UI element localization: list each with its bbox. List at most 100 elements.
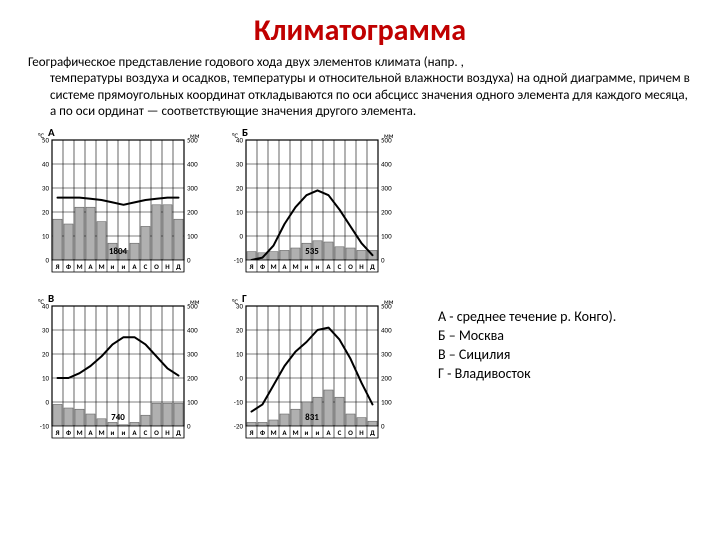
svg-text:С: С	[338, 262, 342, 271]
chart-letter: Г	[242, 292, 247, 305]
svg-text:0: 0	[239, 374, 243, 383]
svg-text:Я: Я	[54, 262, 59, 271]
svg-text:С: С	[144, 262, 148, 271]
svg-text:200: 200	[381, 208, 392, 217]
svg-text:О: О	[348, 262, 353, 271]
svg-text:10: 10	[236, 350, 244, 359]
svg-text:М: М	[270, 428, 276, 437]
chart-a: 010203040500100200300400500ЯФМАМииАСОНД1…	[28, 128, 208, 288]
chart-g: -20-1001020300100200300400500ЯФМАМииАСОН…	[222, 294, 402, 454]
svg-text:и: и	[305, 262, 309, 271]
svg-text:-10: -10	[234, 398, 244, 407]
svg-text:Ф: Ф	[260, 428, 265, 437]
svg-text:831: 831	[305, 412, 319, 423]
svg-text:-20: -20	[234, 422, 244, 431]
svg-text:Ф: Ф	[260, 262, 265, 271]
svg-text:Я: Я	[54, 428, 59, 437]
svg-text:30: 30	[42, 184, 50, 193]
charts-grid: 010203040500100200300400500ЯФМАМииАСОНД1…	[28, 128, 402, 454]
svg-text:Я: Я	[248, 428, 253, 437]
svg-text:и: и	[122, 428, 126, 437]
svg-text:300: 300	[187, 184, 198, 193]
legend: А - среднее течение р. Конго). Б – Москв…	[438, 128, 692, 384]
svg-text:20: 20	[42, 208, 50, 217]
svg-text:°C: °C	[232, 297, 238, 306]
svg-text:°C: °C	[232, 131, 238, 140]
svg-text:10: 10	[42, 232, 50, 241]
svg-text:-10: -10	[40, 422, 50, 431]
svg-text:535: 535	[305, 246, 319, 257]
svg-text:0: 0	[187, 422, 191, 431]
svg-text:30: 30	[42, 326, 50, 335]
legend-v: В – Сицилия	[438, 346, 692, 365]
svg-text:и: и	[122, 262, 126, 271]
svg-text:200: 200	[187, 208, 198, 217]
svg-text:100: 100	[187, 398, 198, 407]
svg-text:20: 20	[42, 350, 50, 359]
svg-text:40: 40	[42, 160, 50, 169]
desc-line1: Географическое представление годового хо…	[28, 55, 464, 70]
desc-rest: температуры воздуха и осадков, температу…	[28, 71, 692, 120]
svg-text:М: М	[76, 262, 82, 271]
svg-text:и: и	[111, 428, 115, 437]
svg-text:Ф: Ф	[66, 262, 71, 271]
legend-a: А - среднее течение р. Конго).	[438, 308, 692, 327]
svg-text:°C: °C	[38, 131, 44, 140]
svg-text:мм: мм	[384, 131, 394, 140]
svg-text:0: 0	[45, 398, 49, 407]
svg-text:Д: Д	[176, 262, 181, 271]
svg-text:и: и	[316, 262, 320, 271]
svg-text:О: О	[154, 262, 159, 271]
svg-text:и: и	[316, 428, 320, 437]
svg-text:0: 0	[187, 256, 191, 265]
svg-text:0: 0	[45, 256, 49, 265]
svg-text:Ф: Ф	[66, 428, 71, 437]
svg-text:200: 200	[187, 374, 198, 383]
svg-text:Н: Н	[359, 428, 364, 437]
svg-text:Н: Н	[359, 262, 364, 271]
description: Географическое представление годового хо…	[28, 55, 692, 120]
svg-text:М: М	[98, 262, 104, 271]
chart-letter: Б	[242, 126, 248, 139]
chart-letter: В	[48, 292, 54, 305]
svg-text:100: 100	[381, 232, 392, 241]
svg-text:0: 0	[381, 422, 385, 431]
svg-text:Д: Д	[370, 262, 375, 271]
page-title: Климатограмма	[28, 12, 692, 49]
svg-text:О: О	[348, 428, 353, 437]
svg-text:мм: мм	[384, 297, 394, 306]
svg-text:М: М	[292, 428, 298, 437]
svg-text:0: 0	[239, 232, 243, 241]
svg-text:мм: мм	[190, 297, 200, 306]
svg-text:200: 200	[381, 374, 392, 383]
svg-text:и: и	[111, 262, 115, 271]
svg-text:100: 100	[187, 232, 198, 241]
chart-v: -100102030400100200300400500ЯФМАМииАСОНД…	[28, 294, 208, 454]
svg-text:О: О	[154, 428, 159, 437]
svg-text:300: 300	[381, 184, 392, 193]
svg-text:М: М	[270, 262, 276, 271]
legend-b: Б – Москва	[438, 327, 692, 346]
svg-text:400: 400	[381, 326, 392, 335]
svg-text:и: и	[305, 428, 309, 437]
svg-text:10: 10	[236, 208, 244, 217]
svg-text:100: 100	[381, 398, 392, 407]
svg-text:30: 30	[236, 160, 244, 169]
svg-text:20: 20	[236, 326, 244, 335]
svg-text:М: М	[76, 428, 82, 437]
svg-text:0: 0	[381, 256, 385, 265]
svg-text:400: 400	[187, 160, 198, 169]
svg-text:400: 400	[381, 160, 392, 169]
svg-text:°C: °C	[38, 297, 44, 306]
svg-text:Н: Н	[165, 262, 170, 271]
svg-text:-10: -10	[234, 256, 244, 265]
chart-b: -100102030400100200300400500ЯФМАМииАСОНД…	[222, 128, 402, 288]
svg-text:мм: мм	[190, 131, 200, 140]
svg-text:С: С	[144, 428, 148, 437]
svg-text:300: 300	[187, 350, 198, 359]
svg-text:Д: Д	[370, 428, 375, 437]
svg-text:Д: Д	[176, 428, 181, 437]
svg-text:20: 20	[236, 184, 244, 193]
legend-g: Г - Владивосток	[438, 365, 692, 384]
chart-letter: А	[48, 126, 55, 139]
